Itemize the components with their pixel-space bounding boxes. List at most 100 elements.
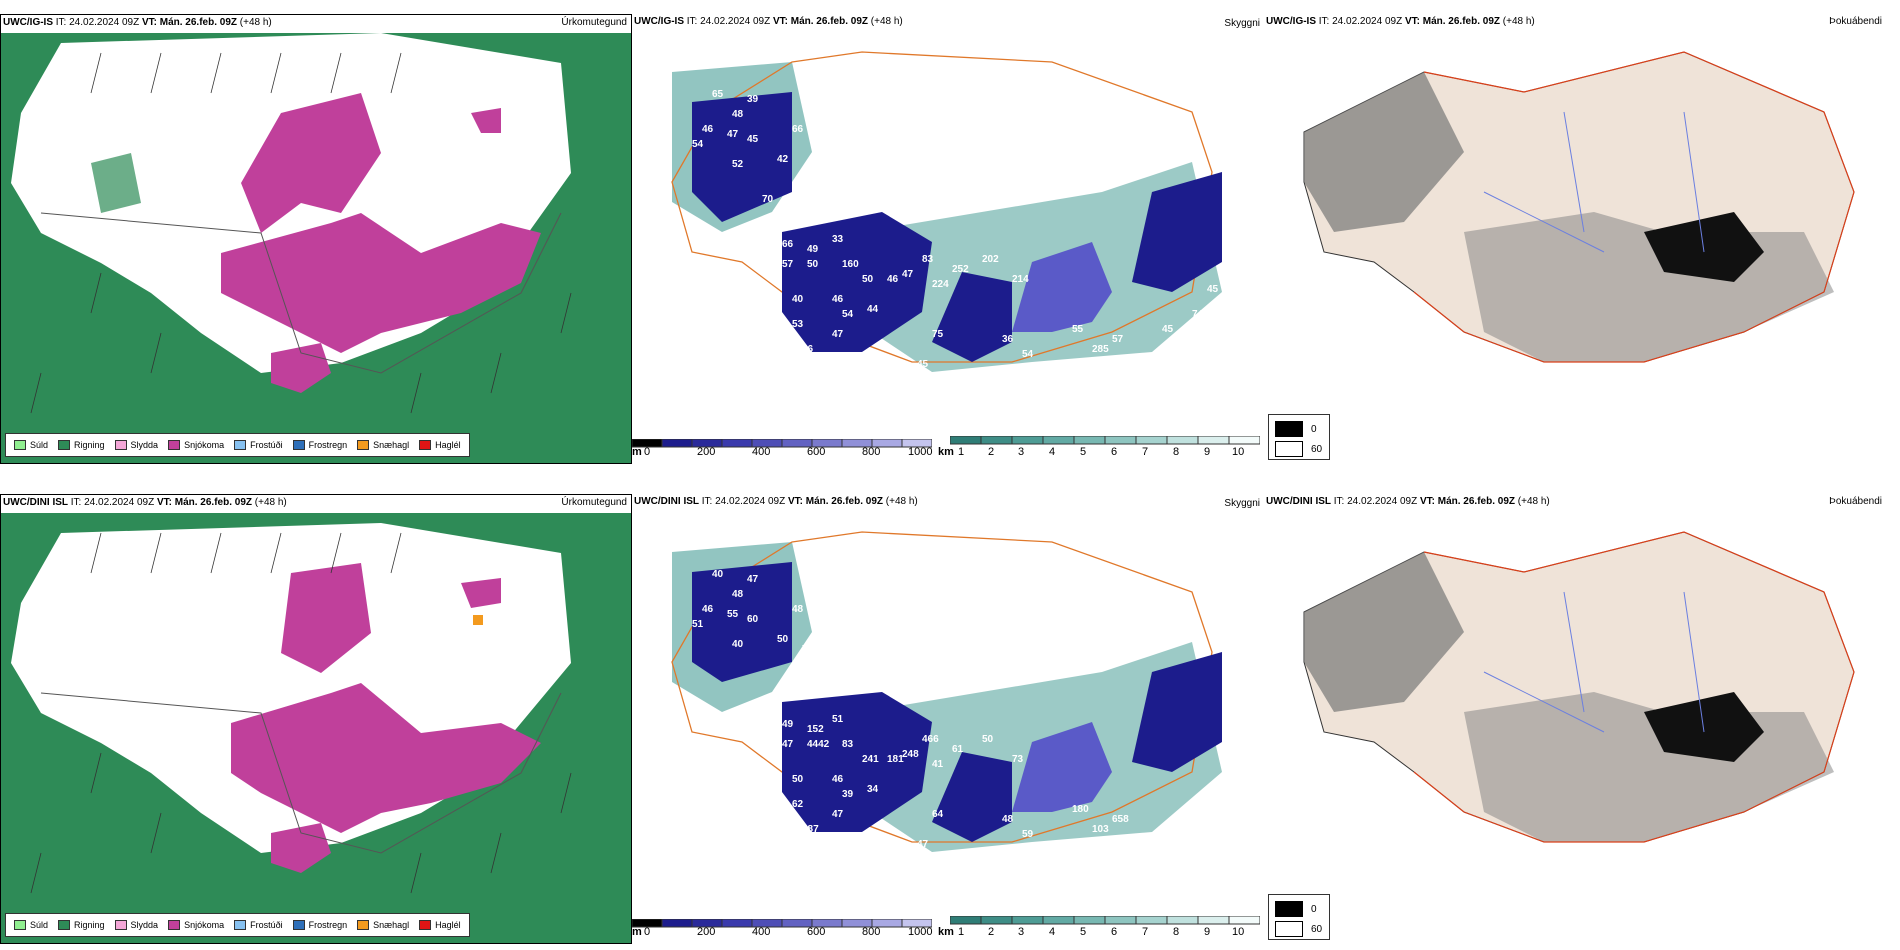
cloud-base-value: 40	[732, 639, 744, 650]
legend-item: Haglél	[419, 440, 461, 450]
visibility-colorbar: km 1 2 3 4 5 6 7 8 9 10	[938, 916, 1260, 942]
cloud-base-value: 65	[712, 89, 724, 100]
tick: 1	[958, 926, 965, 938]
it-label: IT:	[1318, 16, 1330, 27]
tick: 600	[807, 446, 826, 458]
fog-area	[1304, 72, 1464, 232]
cloud-unit: m	[632, 446, 642, 458]
cloud-base-value: 48	[1172, 144, 1184, 155]
cloud-base-value: 43	[917, 394, 929, 405]
cloud-base-value: 658	[1112, 814, 1129, 825]
it-label: IT:	[686, 16, 698, 27]
tick: 2	[988, 926, 995, 938]
tick: 7	[1142, 446, 1149, 458]
snow-area	[461, 578, 501, 608]
low-cloud-area	[1132, 652, 1222, 772]
ptype-panel-row2: UWC/DINI ISL IT: 24.02.2024 09Z VT: Mán.…	[0, 494, 632, 944]
cloud-base-value: 51	[692, 619, 704, 630]
cloud-base-value: 45	[1162, 324, 1174, 335]
cloud-base-value: 36	[782, 684, 794, 695]
tick: 3	[1018, 446, 1025, 458]
cloud-base-value: 33	[832, 234, 844, 245]
lead-time: (+48 h)	[1502, 16, 1535, 27]
fog-panel-row1: UWC/IG-IS IT: 24.02.2024 09Z VT: Mán. 26…	[1264, 14, 1900, 464]
sleet-swatch	[114, 440, 127, 450]
cloud-base-value: 83	[842, 739, 854, 750]
fog-swatch-dark	[1275, 421, 1303, 437]
cloud-base-value: 160	[842, 259, 859, 270]
panel-header: UWC/DINI ISL IT: 24.02.2024 09Z VT: Mán.…	[3, 497, 287, 508]
cloud-base-value: 41	[722, 239, 734, 250]
cloud-base-value: 54	[692, 139, 704, 150]
tick: 1000	[908, 926, 933, 938]
freezing-drizzle-swatch	[234, 920, 247, 930]
cloud-base-value: 73	[1012, 754, 1024, 765]
hail-swatch	[419, 440, 432, 450]
vt-label: VT:	[1419, 496, 1435, 507]
low-cloud-area	[692, 92, 792, 222]
tick: 1	[958, 446, 965, 458]
cloud-base-value: 45	[1207, 284, 1219, 295]
cloud-base-value: 50	[807, 259, 819, 270]
legend-item: Frostregn	[292, 920, 347, 930]
fog-swatch-dark	[1275, 901, 1303, 917]
cloud-base-value: 214	[1012, 274, 1029, 285]
model-name: UWC/IG-IS	[3, 17, 53, 28]
rain-area	[91, 153, 141, 213]
vt-value: Mán. 26.feb. 09Z	[805, 496, 883, 507]
visibility-scale	[950, 916, 1260, 925]
cloud-base-value: 42	[777, 154, 789, 165]
vt-label: VT:	[1404, 16, 1420, 27]
cloud-base-value: 46	[832, 294, 844, 305]
snow-swatch	[168, 920, 181, 930]
cloud-base-value: 47	[917, 839, 929, 850]
snow-area	[241, 93, 381, 233]
freezing-rain-swatch	[292, 920, 305, 930]
cloud-base-value: 36	[1002, 334, 1014, 345]
it-label: IT:	[701, 496, 713, 507]
tick: 0	[644, 446, 651, 458]
visibility-scale	[950, 436, 1260, 445]
cloud-base-value: 102	[932, 374, 949, 385]
freezing-rain-swatch	[292, 440, 305, 450]
it-value: 24.02.2024 09Z	[1332, 16, 1403, 27]
cloud-base-value: 49	[1122, 354, 1134, 365]
tick: 400	[752, 926, 771, 938]
panel-header: UWC/IG-IS IT: 24.02.2024 09Z VT: Mán. 26…	[1266, 16, 1535, 27]
legend-item: Snjókoma	[168, 440, 224, 450]
vt-label: VT:	[156, 497, 172, 508]
fog-area	[1304, 552, 1464, 712]
cloud-base-value: 46	[1222, 184, 1234, 195]
cloud-base-value: 49	[807, 244, 819, 255]
cloud-base-value: 224	[932, 279, 949, 290]
tick: 3	[1018, 926, 1025, 938]
tick: 6	[1111, 446, 1118, 458]
vt-label: VT:	[772, 16, 788, 27]
drizzle-swatch	[14, 920, 26, 930]
cloud-base-value: 181	[887, 754, 904, 765]
cloud-base-value: 50	[777, 634, 789, 645]
cloud-base-value: 37	[752, 239, 764, 250]
vt-value: Mán. 26.feb. 09Z	[174, 497, 252, 508]
it-label: IT:	[1333, 496, 1345, 507]
cloud-base-value: 62	[792, 799, 804, 810]
snow-pellets-area	[473, 615, 483, 625]
cloud-base-value: 44	[867, 304, 879, 315]
low-cloud-area	[692, 562, 792, 682]
cloud-base-value: 461	[752, 719, 769, 730]
cloud-base-value: 40	[712, 569, 724, 580]
cloud-base-colorbar: m 0 200 400 600 800 1000	[632, 436, 933, 462]
tick: 600	[807, 926, 826, 938]
fog-legend-row: 60	[1275, 441, 1322, 457]
cloud-base-value: 50	[862, 274, 874, 285]
cloud-base-value: 46	[702, 124, 714, 135]
fog-swatch-light	[1275, 441, 1303, 457]
cloud-base-value: 252	[952, 264, 969, 275]
snow-area	[231, 683, 541, 833]
fog-legend: 0 60	[1268, 894, 1330, 940]
cloud-base-value: 49	[802, 164, 814, 175]
cloud-base-value: 54	[1022, 349, 1034, 360]
road-network	[671, 531, 1213, 843]
